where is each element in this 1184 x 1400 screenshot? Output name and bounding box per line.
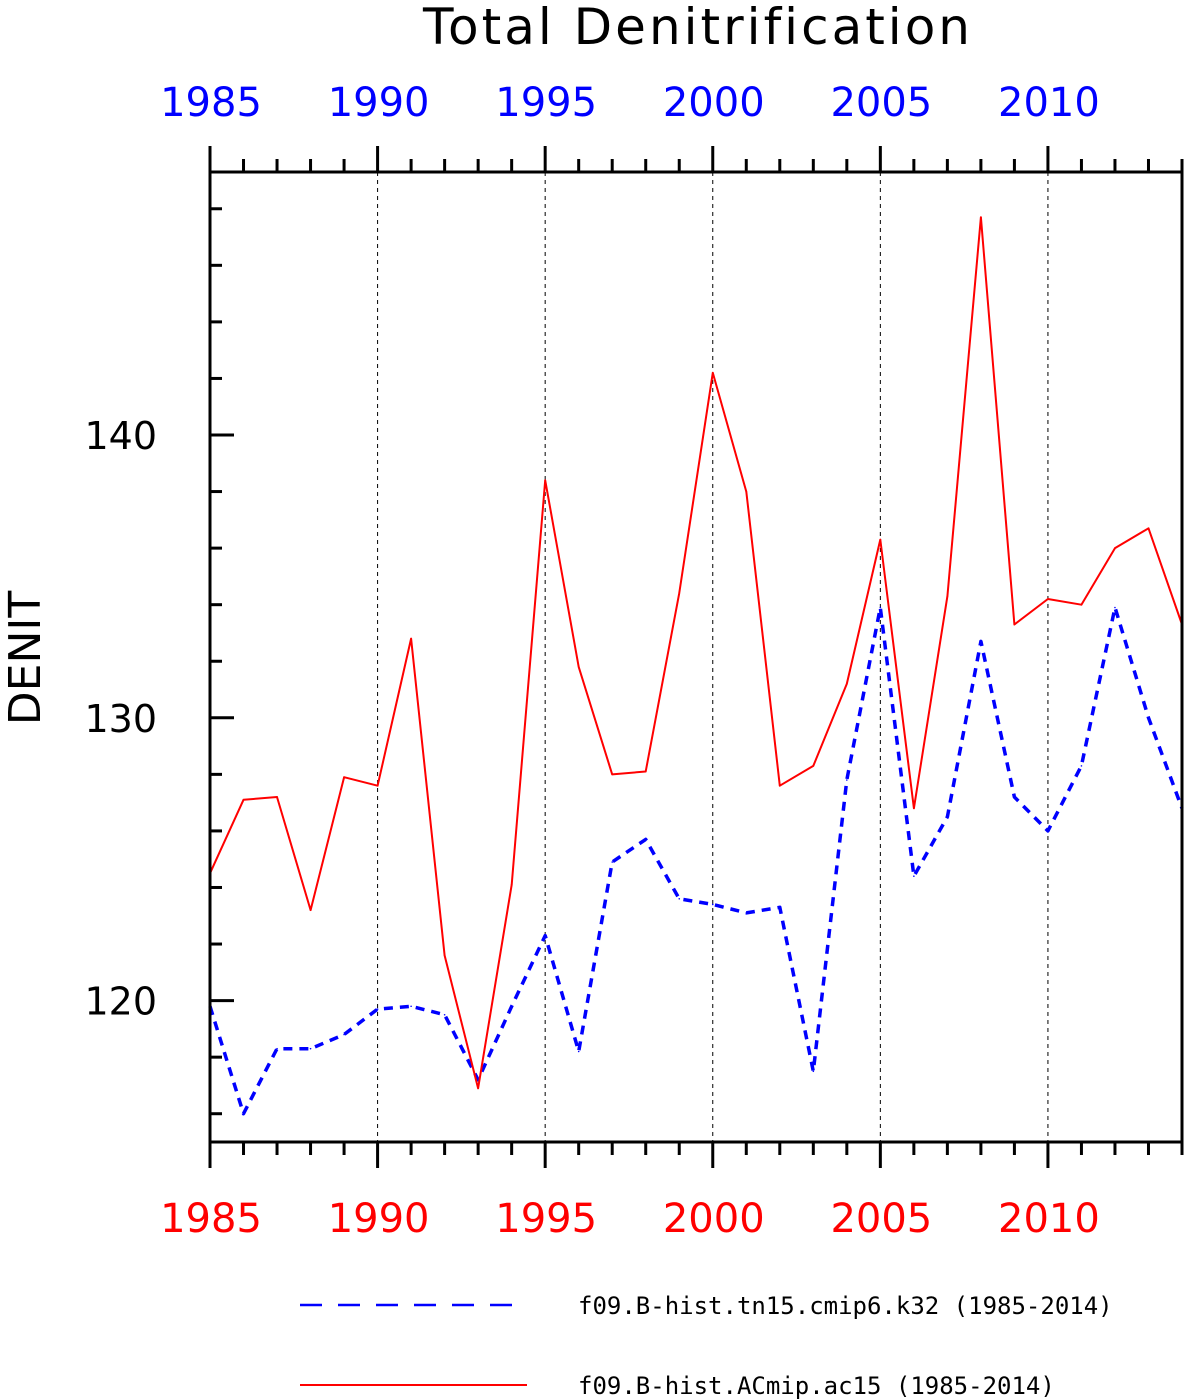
data-point	[1114, 547, 1116, 549]
x-tick-label-bottom: 1990	[328, 1196, 430, 1242]
data-point	[1080, 765, 1083, 767]
x-tick-label-top: 1990	[328, 80, 430, 126]
data-point	[946, 595, 949, 597]
data-point	[443, 954, 446, 957]
data-point	[1047, 830, 1049, 832]
chart-title: Total Denitrification	[422, 0, 973, 56]
grid-lines	[377, 172, 1049, 1142]
legend: f09.B-hist.tn15.cmip6.k32 (1985-2014) f09…	[300, 1292, 1113, 1400]
data-point	[846, 779, 848, 781]
x-tick-label-top: 1995	[495, 80, 597, 126]
data-point	[1013, 796, 1016, 798]
data-point	[1114, 606, 1116, 609]
series-line-1	[208, 605, 1184, 1116]
data-point	[510, 883, 513, 886]
y-tick-label: 140	[84, 414, 157, 458]
data-point	[711, 903, 714, 906]
data-point	[544, 479, 546, 482]
x-tick-label-bottom: 1995	[495, 1196, 597, 1242]
data-point	[913, 875, 915, 877]
data-point	[745, 490, 748, 493]
plot-frame	[208, 170, 1184, 1144]
legend-label-2: f09.B-hist.ACmip.ac15 (1985-2014)	[578, 1372, 1055, 1400]
x-tick-label-top: 2000	[663, 80, 765, 126]
data-point	[577, 1050, 580, 1053]
data-point	[309, 1047, 312, 1050]
data-point	[846, 683, 848, 685]
x-tick-label-bottom: 2010	[998, 1196, 1100, 1242]
x-tick-label-top: 2005	[830, 80, 932, 126]
data-point	[611, 861, 614, 863]
data-point	[477, 1087, 479, 1090]
data-point	[812, 1070, 815, 1073]
data-point	[1013, 623, 1016, 626]
y-tick-label: 120	[84, 980, 157, 1024]
data-point	[745, 912, 748, 914]
data-point	[309, 909, 312, 911]
data-point	[879, 606, 882, 609]
data-point	[644, 838, 647, 841]
data-point	[1147, 527, 1150, 530]
x-tick-label-top: 2010	[998, 80, 1100, 126]
data-point	[778, 906, 781, 909]
data-point	[376, 1008, 379, 1010]
data-point	[242, 1112, 245, 1115]
data-point	[778, 784, 781, 787]
data-point	[343, 1033, 345, 1036]
series-line-2	[209, 216, 1183, 1090]
data-point	[980, 216, 982, 219]
data-point	[913, 807, 915, 810]
x-tick-label-bottom: 1985	[160, 1196, 262, 1242]
data-point	[1047, 598, 1049, 600]
legend-label-1: f09.B-hist.tn15.cmip6.k32 (1985-2014)	[578, 1292, 1113, 1320]
data-point	[1147, 717, 1150, 719]
data-point	[577, 666, 580, 668]
data-point	[410, 637, 412, 640]
data-point	[443, 1013, 446, 1016]
data-point	[242, 799, 245, 801]
data-point	[711, 371, 714, 374]
data-point	[376, 784, 379, 787]
data-point	[410, 1005, 412, 1008]
data-point	[611, 773, 614, 776]
data-point	[678, 897, 681, 900]
x-tick-label-top: 1985	[160, 80, 262, 126]
data-point	[544, 934, 546, 937]
series-lines	[208, 216, 1184, 1116]
data-point	[946, 815, 949, 818]
data-point	[276, 796, 278, 798]
axes: 1985 1985 1990 1990 1995 1995 2000 2000 2005 2005…	[84, 80, 1184, 1242]
data-point	[644, 770, 647, 773]
y-tick-label: 130	[84, 697, 157, 741]
data-point	[678, 592, 681, 595]
data-point	[879, 538, 882, 541]
data-point	[1080, 603, 1083, 606]
data-point	[343, 776, 345, 778]
data-point	[980, 640, 982, 643]
y-axis-label: DENIT	[0, 591, 51, 726]
x-tick-label-bottom: 2005	[830, 1196, 932, 1242]
data-point	[812, 765, 815, 767]
data-point	[510, 1005, 513, 1008]
x-tick-label-bottom: 2000	[663, 1196, 765, 1242]
data-point	[276, 1047, 278, 1050]
